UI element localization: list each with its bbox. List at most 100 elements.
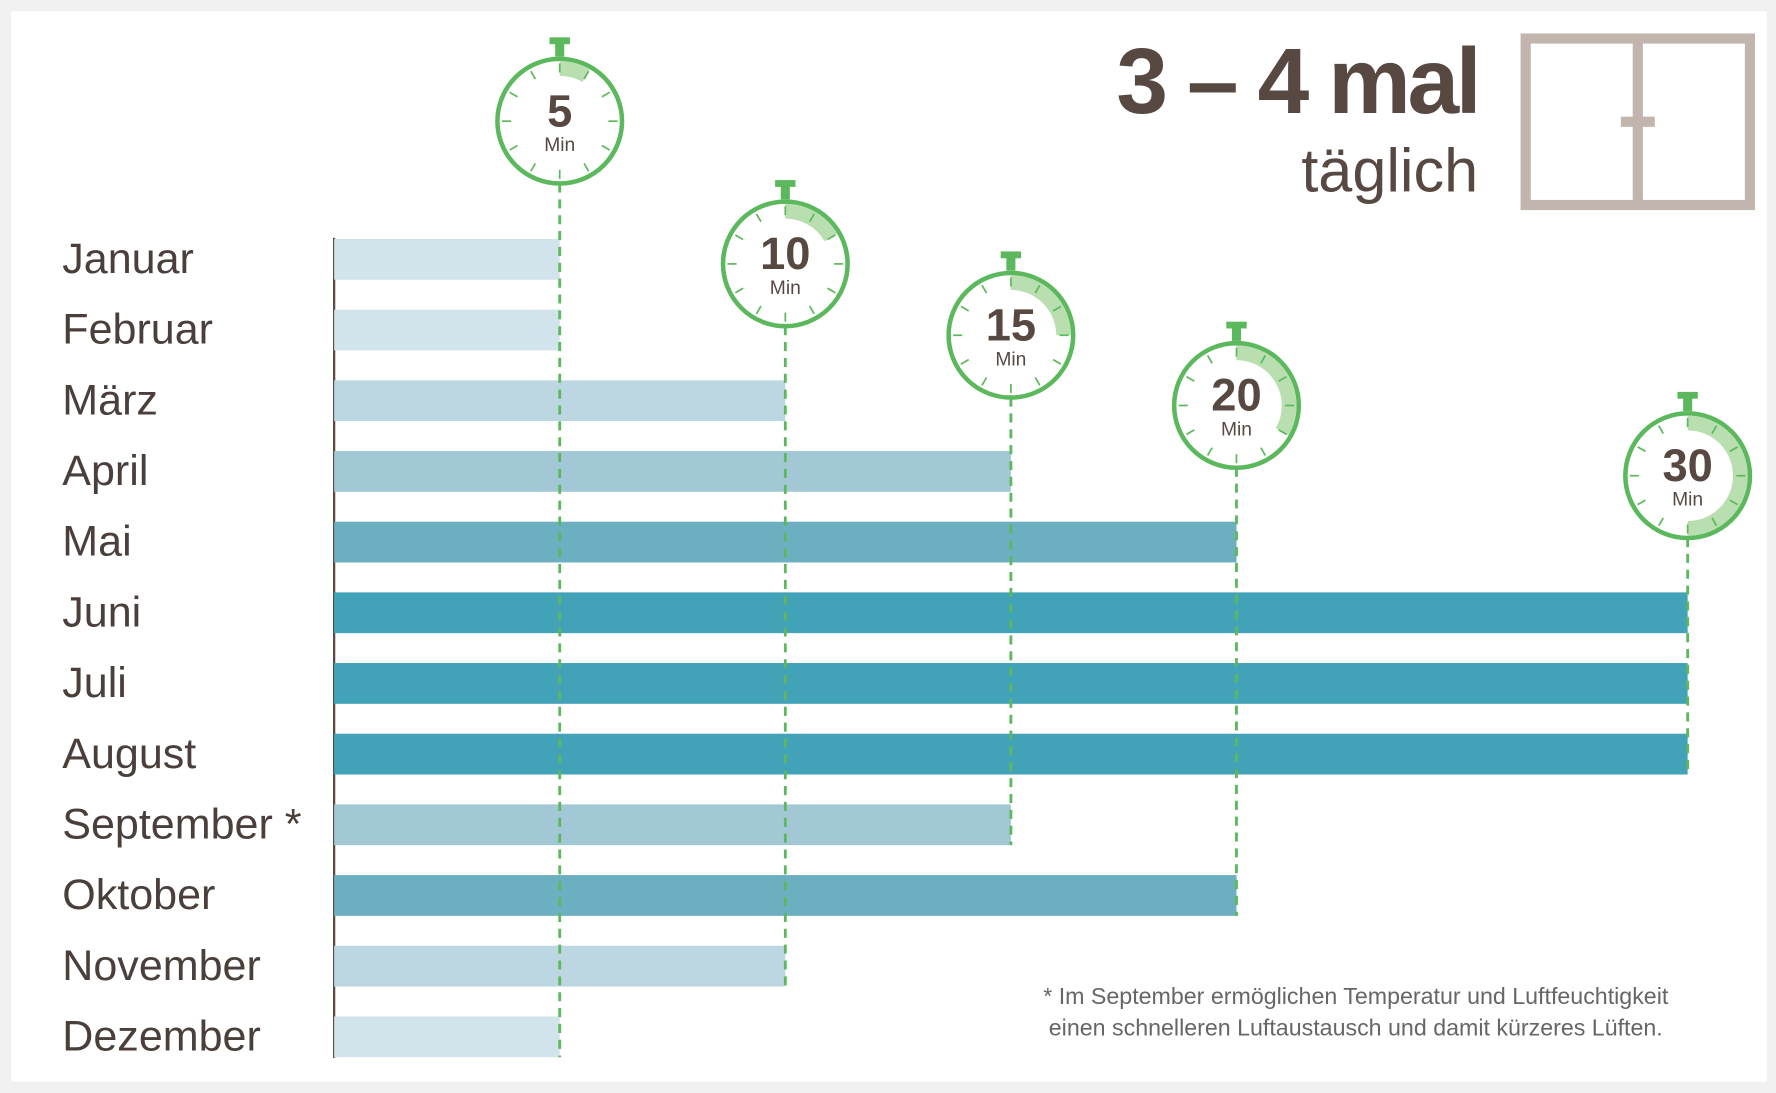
stopwatch-fill — [1010, 275, 1071, 336]
stopwatch-mark — [1206, 447, 1213, 456]
stopwatch-mark — [530, 162, 537, 172]
x-tick-unit: Min — [1672, 490, 1703, 511]
stopwatch-mark — [1186, 429, 1195, 436]
bar — [334, 875, 1237, 916]
y-tick-label: Oktober — [62, 871, 215, 919]
stopwatch-crown — [1226, 321, 1247, 329]
window-handle — [1620, 116, 1655, 127]
y-tick-label: März — [62, 376, 158, 424]
stopwatch-stem — [780, 185, 790, 200]
y-tick-label: April — [62, 447, 148, 495]
stopwatch-crown — [775, 180, 796, 187]
y-tick-label: Februar — [62, 306, 213, 354]
bar — [334, 451, 1011, 492]
bar — [334, 380, 786, 422]
stopwatch-mark — [981, 377, 988, 386]
stopwatch-mark — [1206, 355, 1213, 364]
stopwatch-mark — [1711, 425, 1718, 434]
stopwatch-mark — [530, 70, 537, 80]
stopwatch-mark — [1052, 358, 1062, 365]
footnote: einen schnelleren Luftaustausch und dami… — [1049, 1015, 1663, 1041]
stopwatch-mark — [509, 144, 518, 151]
stopwatch-fill — [1687, 415, 1748, 536]
stopwatch-mark — [981, 284, 988, 294]
stopwatch-stem — [555, 43, 565, 57]
x-tick-label: 15 — [986, 299, 1036, 350]
stopwatch-mark — [1034, 377, 1041, 386]
stopwatch-mark — [1052, 305, 1062, 312]
chart-subtitle: täglich — [1301, 137, 1478, 205]
stopwatch-face — [495, 56, 625, 186]
chart-title: 3 – 4 mal — [1116, 29, 1478, 133]
stopwatch-mark — [755, 305, 762, 315]
stopwatch-mark — [755, 213, 762, 223]
x-tick-label: 30 — [1662, 440, 1712, 491]
stopwatch-mark — [1637, 446, 1646, 453]
stopwatch-crown — [1677, 391, 1698, 399]
stopwatch-mark — [1658, 425, 1665, 434]
stopwatch-mark — [601, 144, 611, 151]
x-tick-unit: Min — [995, 349, 1026, 370]
bar — [334, 804, 1011, 846]
stopwatch-face — [720, 199, 850, 329]
stopwatch-mark — [1729, 499, 1739, 506]
x-tick-label: 10 — [760, 228, 810, 279]
stopwatch-face — [946, 270, 1076, 400]
stopwatch-mark — [1637, 499, 1646, 506]
stopwatch-stem — [1683, 397, 1693, 412]
x-tick-label: 20 — [1211, 370, 1261, 421]
bar — [334, 309, 560, 351]
stopwatch-mark — [960, 358, 970, 365]
x-tick-unit: Min — [770, 278, 801, 299]
stopwatch-mark — [827, 234, 836, 241]
stopwatch-face — [1171, 340, 1302, 471]
y-tick-label: Januar — [62, 235, 194, 283]
stopwatch-fill — [559, 61, 590, 82]
stopwatch-mark — [1658, 517, 1665, 527]
stopwatch-mark — [583, 162, 590, 172]
stopwatch-stem — [1006, 257, 1016, 271]
y-tick-label: Dezember — [62, 1012, 261, 1060]
stopwatch-mark — [808, 213, 815, 223]
stopwatch-mark — [827, 287, 836, 294]
stopwatch-mark — [583, 70, 590, 80]
y-tick-label: September * — [62, 800, 301, 848]
bar — [334, 238, 560, 280]
stopwatch-stem — [1231, 327, 1242, 341]
stopwatch-mark — [1034, 284, 1041, 294]
y-tick-label: Juni — [62, 588, 141, 636]
y-tick-label: November — [62, 942, 261, 990]
stopwatch-mark — [601, 91, 611, 98]
stopwatch-face — [1623, 411, 1753, 541]
y-tick-label: Mai — [62, 518, 131, 566]
y-tick-label: August — [62, 730, 196, 778]
y-tick-label: Juli — [62, 659, 127, 707]
stopwatch-mark — [960, 305, 970, 312]
stopwatch-mark — [734, 287, 744, 294]
stopwatch-mark — [734, 234, 744, 241]
stopwatch-mark — [1186, 375, 1195, 382]
stopwatch-crown — [549, 37, 570, 45]
stopwatch-mark — [1278, 375, 1287, 382]
stopwatch-mark — [1278, 429, 1287, 436]
bar — [334, 1016, 560, 1058]
stopwatch-fill — [1236, 345, 1297, 436]
x-tick-unit: Min — [544, 135, 575, 156]
stopwatch-mark — [808, 305, 815, 315]
stopwatch-mark — [1260, 447, 1267, 456]
stopwatch-mark — [509, 91, 518, 98]
stopwatch-crown — [1000, 251, 1022, 259]
stopwatch-mark — [1711, 517, 1718, 527]
x-tick-label: 5 — [547, 85, 572, 136]
stopwatch-mark — [1729, 446, 1739, 453]
stopwatch-mark — [1260, 355, 1267, 364]
stopwatch-fill — [785, 203, 838, 242]
x-tick-unit: Min — [1221, 419, 1252, 440]
